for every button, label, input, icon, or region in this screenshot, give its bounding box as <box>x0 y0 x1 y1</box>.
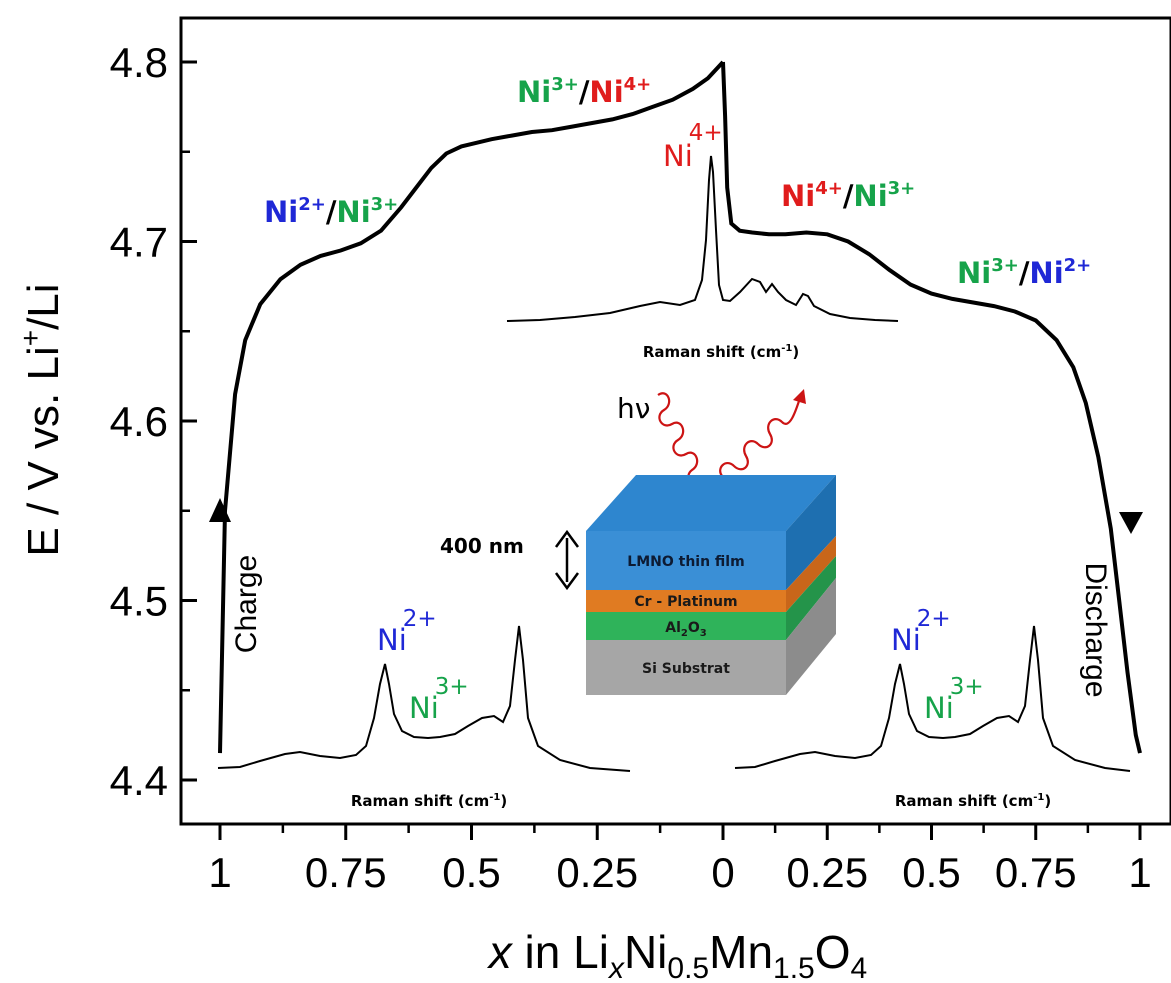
stack-top-face <box>586 475 836 531</box>
y-axis-label-sup: + <box>15 330 46 346</box>
layer-lmno <box>586 531 786 590</box>
discharge-label: Discharge <box>1079 562 1112 697</box>
x-tick-label: 0.75 <box>995 849 1077 896</box>
y-tick-label: 4.6 <box>110 398 168 445</box>
raman-inset-top: Raman shift (cm-1) Ni4+ <box>506 120 899 361</box>
discharge-arrow-icon <box>1119 512 1143 534</box>
layer-crpt-label: Cr - Platinum <box>634 594 737 610</box>
x-axis-ticks: 1 0.75 0.5 0.25 0 0.25 0.5 0.75 1 <box>208 824 1152 896</box>
y-axis-label-main: E / V vs. Li <box>19 346 68 556</box>
layer-crpt <box>586 590 786 612</box>
charge-arrow-icon <box>209 498 231 522</box>
charge-label: Charge <box>230 555 263 653</box>
raman-spectrum-right <box>734 625 1131 772</box>
y-tick-label: 4.4 <box>110 757 168 804</box>
redox-ni3-ni2-discharge: Ni3+/Ni2+ <box>957 255 1091 290</box>
raman-inset-left: Raman shift (cm-1) Ni2+ Ni3+ <box>217 606 631 810</box>
thickness-arrow-top-icon <box>554 529 580 548</box>
layer-lmno-label: LMNO thin film <box>627 554 744 570</box>
ni3-peak-label-right: Ni3+ <box>924 674 984 725</box>
charge-curve <box>218 60 725 754</box>
redox-ni2-ni3-charge: Ni2+/Ni3+ <box>264 194 398 229</box>
hv-label: hν <box>617 392 650 425</box>
incident-photon-wave-icon <box>657 392 709 493</box>
stack-side-si <box>786 578 836 695</box>
thickness-arrow-bottom-icon <box>554 572 580 591</box>
scattered-photon-arrowhead-icon <box>793 389 806 404</box>
raman-label-right: Raman shift (cm-1) <box>895 792 1051 810</box>
layer-al2o3-label: Al2O3 <box>665 620 707 639</box>
ni2-peak-label-left: Ni2+ <box>377 606 437 657</box>
ni3-peak-label-left: Ni3+ <box>409 674 469 725</box>
scattered-photon-wave-icon <box>711 397 802 494</box>
raman-spectrum-top <box>506 155 899 322</box>
layer-si-label: Si Substrat <box>642 661 730 677</box>
stack-side-crpt <box>786 536 836 612</box>
x-tick-label: 0 <box>711 849 734 896</box>
thickness-label: 400 nm <box>440 534 524 558</box>
layer-al2o3 <box>586 612 786 640</box>
raman-label-left: Raman shift (cm-1) <box>351 792 507 810</box>
svg-text:E / V vs. Li+/Li: E / V vs. Li+/Li <box>15 283 68 556</box>
raman-spectrum-left <box>217 625 631 772</box>
redox-ni3-ni4-charge: Ni3+/Ni4+ <box>517 74 651 109</box>
y-axis-ticks: 4.4 4.5 4.6 4.7 4.8 <box>110 39 197 804</box>
redox-ni4-ni3-discharge: Ni4+/Ni3+ <box>781 178 915 213</box>
stack-side-lmno <box>786 475 836 590</box>
x-tick-label: 0.25 <box>556 849 638 896</box>
layer-si <box>586 640 786 695</box>
photon-illustration: hν <box>617 389 806 494</box>
x-tick-label: 1 <box>208 849 231 896</box>
y-tick-label: 4.7 <box>110 219 168 266</box>
x-axis-label: x in LixNi0.5Mn1.5O4 <box>487 926 867 983</box>
y-axis-label-tail: /Li <box>19 283 68 329</box>
y-tick-label: 4.8 <box>110 39 168 86</box>
x-tick-label: 0.5 <box>902 849 960 896</box>
x-tick-label: 0.5 <box>442 849 500 896</box>
thin-film-stack: LMNO thin film Cr - Platinum Al2O3 Si Su… <box>440 475 836 695</box>
y-axis-label: E / V vs. Li+/Li <box>15 283 68 556</box>
x-tick-label: 0.25 <box>786 849 868 896</box>
ni4-peak-label: Ni4+ <box>663 120 723 173</box>
raman-label-top: Raman shift (cm-1) <box>643 343 799 361</box>
raman-inset-right: Raman shift (cm-1) Ni2+ Ni3+ <box>734 606 1131 810</box>
y-tick-label: 4.5 <box>110 578 168 625</box>
stack-side-al2o3 <box>786 556 836 640</box>
x-tick-label: 0.75 <box>305 849 387 896</box>
x-tick-label: 1 <box>1128 849 1151 896</box>
ni2-peak-label-right: Ni2+ <box>891 606 951 657</box>
discharge-curve <box>721 61 1142 754</box>
